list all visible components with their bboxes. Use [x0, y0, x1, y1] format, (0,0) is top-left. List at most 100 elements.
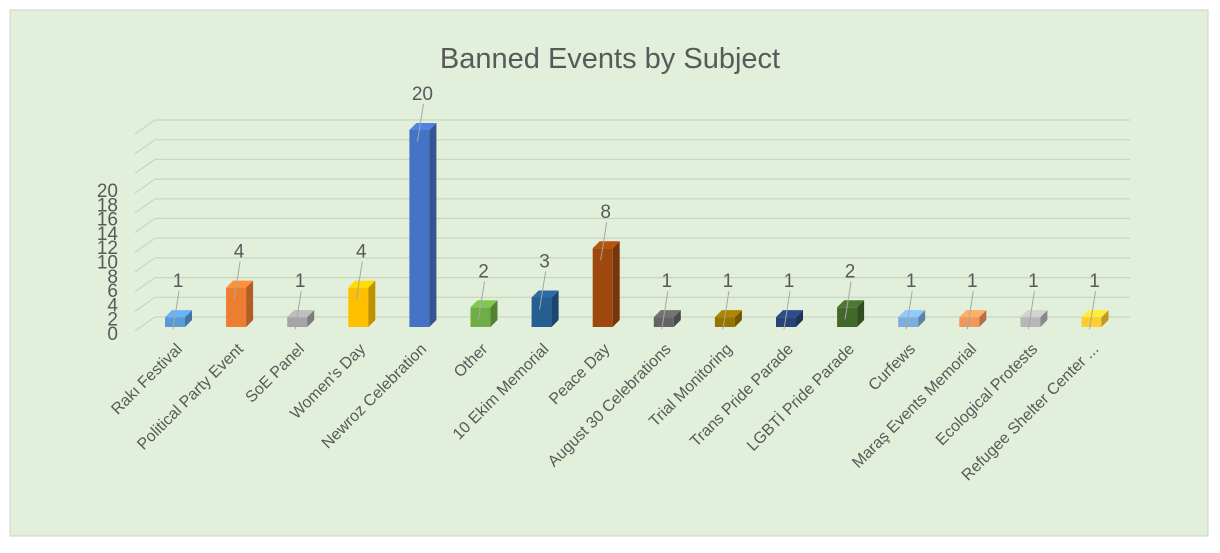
bar-top	[837, 300, 865, 308]
bar-side	[246, 280, 254, 327]
data-label: 1	[1028, 271, 1039, 292]
data-label: 4	[356, 242, 367, 263]
chart-title: Banned Events by Subject	[440, 43, 780, 75]
bar-side	[673, 310, 681, 327]
bar	[1081, 310, 1109, 327]
bar	[592, 241, 620, 327]
bar	[348, 280, 376, 327]
data-label: 2	[845, 261, 856, 282]
bar	[898, 310, 926, 327]
bar-front	[898, 317, 919, 327]
y-tick-label: 6	[107, 281, 118, 302]
bar-front	[837, 307, 858, 327]
bar-top	[226, 280, 254, 288]
leader-line	[478, 281, 485, 320]
leader-line	[355, 261, 363, 300]
data-label: 8	[600, 202, 611, 223]
grid-line	[134, 178, 1130, 194]
leader-line	[844, 281, 852, 320]
bar-side	[612, 241, 620, 327]
grid-line	[134, 316, 1130, 332]
grid-line	[134, 257, 1130, 273]
grid-line	[134, 277, 1130, 293]
bar-top	[165, 310, 192, 318]
bar-side	[1101, 310, 1109, 327]
bar-side	[918, 310, 926, 327]
bar-front	[959, 317, 980, 327]
bar-front	[1020, 317, 1041, 327]
grid-line	[134, 139, 1130, 155]
bar-front	[409, 130, 430, 327]
leader-line	[1089, 291, 1096, 330]
bar-front	[531, 297, 552, 327]
leader-line	[1027, 291, 1035, 330]
bar-front	[226, 287, 247, 327]
y-tick-label: 8	[107, 267, 118, 288]
bar-side	[429, 123, 437, 327]
leader-line	[233, 261, 241, 300]
bar-side	[1040, 310, 1048, 327]
data-label: 1	[1089, 271, 1100, 292]
bar-top	[714, 310, 742, 318]
y-tick-label: 16	[97, 210, 118, 231]
bar-top	[592, 241, 620, 249]
bar-top	[348, 280, 376, 288]
bar	[226, 280, 254, 327]
data-label: 20	[412, 84, 433, 105]
data-label: 3	[539, 251, 550, 272]
bar	[837, 300, 865, 327]
leader-line	[600, 222, 608, 261]
bar-side	[368, 280, 376, 327]
bar	[714, 310, 742, 327]
bar	[776, 310, 803, 327]
bar-top	[531, 290, 559, 298]
leader-line	[416, 103, 424, 143]
bar-front	[165, 317, 185, 327]
bar-side	[857, 300, 865, 327]
bar-front	[348, 287, 369, 327]
grid-line	[134, 198, 1130, 214]
data-label: 1	[173, 271, 184, 292]
grid-line	[134, 158, 1130, 174]
bar-side	[551, 290, 559, 327]
bar-top	[898, 310, 926, 318]
bar-front	[1081, 317, 1102, 327]
data-label: 4	[234, 242, 245, 263]
data-label: 1	[662, 271, 673, 292]
bar-top	[287, 310, 315, 318]
bar-side	[185, 310, 192, 327]
bar-front	[287, 317, 308, 327]
leader-line	[539, 271, 547, 310]
data-label: 1	[967, 271, 978, 292]
bar-front	[592, 248, 613, 327]
y-tick-label: 14	[97, 224, 119, 245]
leader-line	[966, 291, 974, 330]
grid-line	[134, 217, 1130, 233]
grid-line	[134, 119, 1130, 135]
y-tick-label: 18	[97, 195, 118, 216]
y-tick-label: 20	[97, 181, 118, 202]
leader-line	[905, 291, 913, 330]
bar	[409, 123, 437, 327]
bar	[531, 290, 559, 327]
bar-side	[979, 310, 987, 327]
bar-side	[796, 310, 803, 327]
bar-top	[1081, 310, 1109, 318]
bar-top	[653, 310, 681, 318]
bar-top	[409, 123, 437, 130]
bar-front	[470, 307, 491, 327]
grid-line	[134, 237, 1130, 253]
leader-line	[172, 291, 180, 330]
y-tick-label: 2	[107, 310, 118, 331]
leader-line	[722, 291, 730, 330]
data-label: 1	[906, 271, 917, 292]
data-label: 1	[295, 271, 306, 292]
y-tick-label: 10	[97, 253, 118, 274]
leader-line	[294, 291, 302, 330]
bar	[287, 310, 315, 327]
leader-line	[661, 291, 669, 330]
bar	[1020, 310, 1048, 327]
leader-line	[783, 291, 791, 330]
grid-line	[134, 296, 1130, 312]
